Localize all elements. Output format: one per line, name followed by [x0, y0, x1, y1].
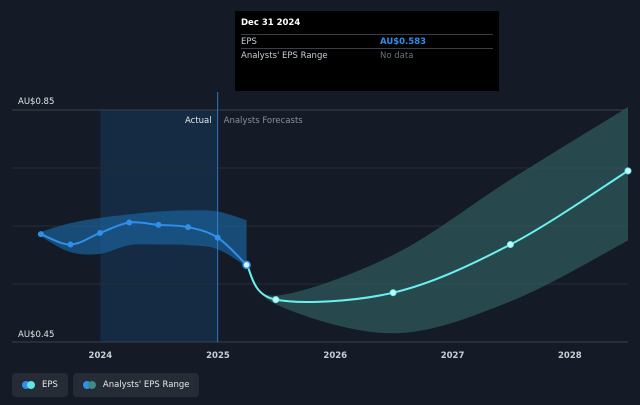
x-tick-label: 2024: [89, 351, 113, 361]
forecast-range-band: [246, 107, 628, 334]
eps-forecast-point: [272, 296, 280, 304]
tooltip-eps-row: EPS AU$0.583: [241, 34, 493, 48]
eps-forecast-line: [245, 170, 629, 303]
tooltip-date: Dec 31 2024: [241, 18, 301, 28]
legend-label-eps: EPS: [42, 380, 58, 390]
eps-actual-point: [67, 241, 74, 248]
eps-actual-point: [37, 231, 44, 238]
legend: EPS Analysts' EPS Range: [12, 373, 200, 397]
y-axis-top-label: AU$0.85: [18, 97, 54, 107]
tooltip-eps-value: AU$0.583: [380, 36, 427, 47]
eps-forecast-point: [389, 289, 397, 297]
forecast-section-label: Analysts Forecasts: [224, 116, 304, 126]
x-tick-label: 2026: [323, 351, 347, 361]
x-tick-label: 2025: [206, 351, 230, 361]
eps-actual-point: [185, 224, 192, 231]
eps-actual-point: [242, 260, 251, 270]
eps-forecast-point: [624, 167, 632, 175]
eps-actual-point: [214, 234, 221, 241]
x-tick-label: 2028: [558, 351, 582, 361]
eps-actual-point: [126, 219, 133, 226]
legend-label-eps-range: Analysts' EPS Range: [102, 380, 190, 390]
tooltip-range-row: Analysts' EPS Range No data: [241, 48, 493, 62]
y-axis-bottom-label: AU$0.45: [18, 330, 54, 340]
eps-range-swatch-icon: [82, 381, 96, 389]
legend-item-eps[interactable]: EPS: [12, 373, 68, 397]
actual-section-label: Actual: [185, 116, 212, 126]
eps-actual-point: [155, 221, 162, 228]
actual-range-band: [40, 210, 247, 267]
tooltip: Dec 31 2024 EPS AU$0.583 Analysts' EPS R…: [235, 11, 499, 91]
tooltip-eps-label: EPS: [241, 36, 257, 47]
eps-actual-point: [97, 229, 104, 236]
x-tick-label: 2027: [441, 351, 465, 361]
eps-swatch-icon: [22, 381, 35, 389]
legend-item-eps-range[interactable]: Analysts' EPS Range: [72, 373, 200, 397]
tooltip-range-label: Analysts' EPS Range: [241, 50, 328, 61]
tooltip-range-value: No data: [380, 50, 414, 61]
eps-forecast-point: [506, 241, 514, 249]
